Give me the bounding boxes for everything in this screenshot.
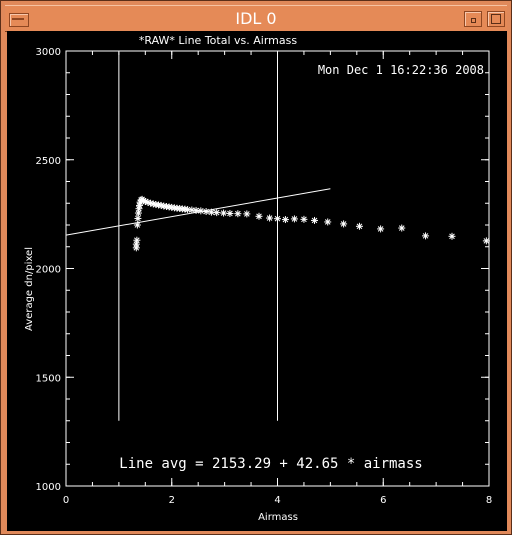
data-point <box>132 240 140 248</box>
x-tick-label: 4 <box>274 495 280 506</box>
window-title: IDL 0 <box>235 9 277 28</box>
asterisk-stroke <box>282 216 289 223</box>
data-point <box>243 210 251 218</box>
y-axis-label: Average dn/pixel <box>24 247 35 331</box>
data-point <box>234 210 242 218</box>
asterisk-stroke <box>356 223 363 230</box>
data-point <box>266 214 274 222</box>
data-point <box>398 224 406 232</box>
window-menu-button[interactable] <box>9 13 29 27</box>
asterisk-stroke <box>220 210 227 216</box>
asterisk-stroke <box>324 219 331 225</box>
asterisk-stroke <box>135 210 142 216</box>
asterisk-stroke <box>145 199 151 206</box>
asterisk-stroke <box>235 210 241 217</box>
asterisk-stroke <box>266 215 273 221</box>
asterisk-stroke <box>244 211 250 217</box>
x-tick-label: 0 <box>63 495 69 506</box>
x-tick-label: 6 <box>380 495 386 506</box>
asterisk-stroke <box>198 208 204 214</box>
fit-annotation: Line avg = 2153.29 + 42.65 * airmass <box>119 456 422 472</box>
minimize-button[interactable] <box>464 11 482 27</box>
asterisk-stroke <box>449 233 455 240</box>
timestamp-label: Mon Dec 1 16:22:36 2008 <box>318 63 484 77</box>
chart-title: *RAW* Line Total vs. Airmass <box>139 34 297 47</box>
y-tick-label: 2000 <box>36 265 61 276</box>
asterisk-stroke <box>483 238 490 244</box>
asterisk-stroke <box>301 216 307 223</box>
data-point <box>281 216 289 224</box>
data-point <box>300 215 308 223</box>
asterisk-stroke <box>142 198 149 205</box>
title-bar[interactable]: IDL 0 <box>5 5 507 32</box>
asterisk-stroke <box>193 207 199 214</box>
plot-canvas: 0 2 4 6 8 1000 1500 2000 2500 3000 *RAW* Line Tot… <box>7 31 507 531</box>
axis-ticks: 0 2 4 6 8 1000 1500 2000 2500 3000 <box>36 47 493 506</box>
data-point <box>355 222 363 230</box>
data-point <box>255 212 263 220</box>
asterisk-stroke <box>134 237 140 244</box>
data-point <box>324 218 332 226</box>
data-point <box>290 215 298 223</box>
data-point <box>311 216 319 224</box>
data-point <box>377 225 385 233</box>
asterisk-stroke <box>147 200 154 207</box>
asterisk-stroke <box>133 241 140 247</box>
data-points <box>132 195 490 252</box>
asterisk-stroke <box>150 201 157 207</box>
asterisk-stroke <box>256 213 262 220</box>
data-point <box>197 207 205 215</box>
asterisk-stroke <box>135 215 141 222</box>
asterisk-stroke <box>274 215 281 222</box>
data-point <box>226 209 234 217</box>
asterisk-stroke <box>208 209 215 215</box>
x-tick-label: 2 <box>169 495 175 506</box>
data-point <box>482 237 490 245</box>
data-point <box>202 208 210 216</box>
x-axis-label: Airmass <box>258 512 298 523</box>
asterisk-stroke <box>227 210 233 217</box>
data-point <box>340 220 348 228</box>
maximize-button[interactable] <box>487 11 505 27</box>
data-point <box>133 221 141 229</box>
asterisk-stroke <box>422 233 429 239</box>
asterisk-stroke <box>213 209 220 216</box>
asterisk-stroke <box>311 217 318 224</box>
y-tick-label: 2500 <box>36 156 61 167</box>
asterisk-stroke <box>340 221 347 227</box>
data-point <box>274 215 281 223</box>
asterisk-stroke <box>134 222 141 228</box>
data-point <box>448 232 456 240</box>
asterisk-stroke <box>203 208 209 215</box>
data-point <box>133 236 141 244</box>
data-point <box>422 232 430 240</box>
asterisk-stroke <box>158 202 164 209</box>
y-tick-label: 3000 <box>36 47 61 58</box>
y-tick-label: 1000 <box>36 482 61 493</box>
asterisk-stroke <box>291 216 298 222</box>
data-point <box>213 209 221 217</box>
vertical-marker-lines <box>118 52 278 421</box>
asterisk-stroke <box>398 225 405 231</box>
asterisk-stroke <box>377 226 384 232</box>
scatter-plot: 0 2 4 6 8 1000 1500 2000 2500 3000 *RAW* Line Tot… <box>24 34 493 523</box>
data-point <box>220 209 228 217</box>
data-point <box>134 214 142 222</box>
y-tick-label: 1500 <box>36 373 61 384</box>
x-tick-label: 8 <box>486 495 492 506</box>
